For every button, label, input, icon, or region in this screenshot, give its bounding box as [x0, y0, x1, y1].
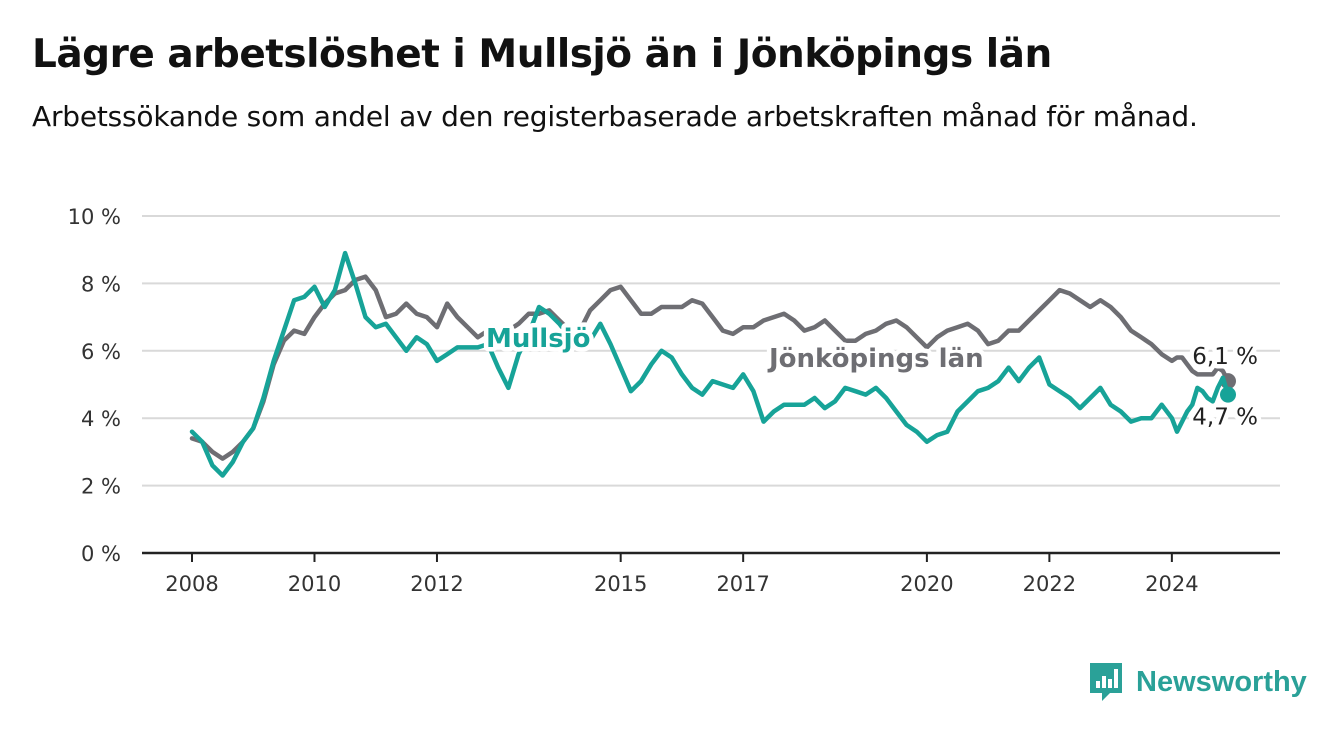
series-label-mullsjo: Mullsjö [486, 324, 590, 354]
end-value-label-mullsjo-halo: 4,7 % [1192, 405, 1258, 431]
grid-lines [142, 215, 1280, 487]
x-tick-label: 2015 [594, 572, 647, 596]
y-tick-label: 4 % [81, 407, 121, 431]
x-tick-label: 2010 [288, 572, 341, 596]
x-tick-label: 2017 [716, 572, 769, 596]
brand-logo: Newsworthy [1088, 660, 1307, 704]
y-tick-label: 2 % [81, 475, 121, 499]
x-axis-ticks: 2008 2010 2012 2015 2017 2020 2022 2024 [165, 553, 1199, 596]
y-tick-label: 10 % [68, 205, 121, 229]
series-label-jonkopings-lan-halo: Jönköpings län [767, 344, 984, 374]
y-tick-label: 8 % [81, 272, 121, 296]
x-tick-label: 2008 [165, 572, 218, 596]
series-line-mullsjo [189, 250, 1231, 478]
series-label-mullsjo-halo: Mullsjö [486, 324, 590, 354]
x-tick-label: 2012 [410, 572, 463, 596]
y-tick-label: 0 % [81, 542, 121, 566]
series-line-jonkopings-lan [189, 274, 1231, 461]
end-value-label-jonkopings-lan-halo: 6,1 % [1192, 344, 1258, 370]
newsworthy-logo-icon [1090, 663, 1122, 701]
end-value-label-mullsjo: 4,7 % [1192, 405, 1258, 431]
x-tick-label: 2020 [900, 572, 953, 596]
brand-name: Newsworthy [1136, 665, 1307, 698]
series-end-marker [1220, 386, 1236, 403]
y-tick-label: 6 % [81, 340, 121, 364]
y-axis-ticks: 0 % 2 % 4 % 6 % 8 % 10 % [68, 205, 121, 566]
series-label-jonkopings-lan: Jönköpings län [767, 344, 984, 374]
x-tick-label: 2024 [1145, 572, 1198, 596]
x-tick-label: 2022 [1023, 572, 1076, 596]
chart-title: Lägre arbetslöshet i Mullsjö än i Jönköp… [32, 32, 1052, 77]
end-value-label-jonkopings-lan: 6,1 % [1192, 344, 1258, 370]
series-lines [189, 250, 1236, 478]
chart-subtitle: Arbetssökande som andel av den registerb… [32, 100, 1198, 133]
